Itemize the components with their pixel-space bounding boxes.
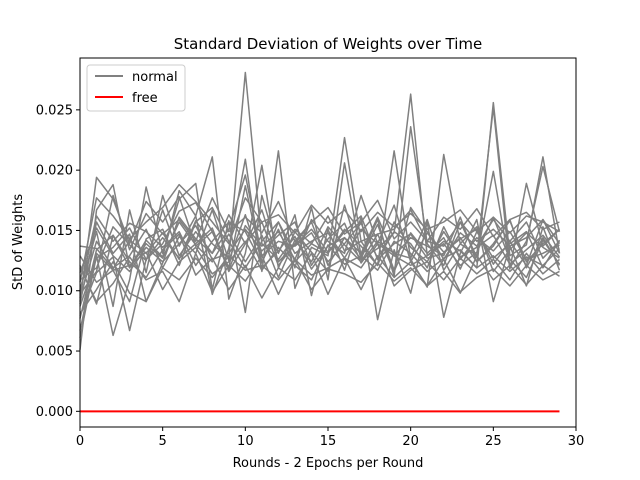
series-layer [79, 71, 561, 413]
y-axis-label: StD of Weights [11, 194, 26, 290]
y-tick-label: 0.000 [36, 405, 73, 420]
x-tick-label: 10 [237, 434, 254, 449]
series-line-normal-18 [79, 209, 561, 307]
y-axis: 0.000 0.005 0.010 0.015 0.020 0.025 [36, 103, 80, 420]
series-line-normal-16 [79, 233, 560, 319]
series-line-normal-17 [79, 218, 560, 273]
x-tick-label: 30 [568, 434, 585, 449]
x-axis-label: Rounds - 2 Epochs per Round [233, 456, 424, 471]
x-axis: 0 5 10 15 20 25 30 [76, 427, 584, 449]
y-tick-label: 0.020 [36, 164, 73, 179]
legend-label-free: free [132, 91, 158, 106]
legend-label-normal: normal [132, 70, 178, 85]
x-tick-label: 5 [159, 434, 167, 449]
y-tick-label: 0.010 [36, 284, 73, 299]
legend: normal free [86, 64, 186, 112]
series-line-normal-9 [79, 209, 561, 299]
x-tick-label: 25 [485, 434, 502, 449]
y-tick-label: 0.005 [36, 345, 73, 360]
x-tick-label: 0 [76, 434, 84, 449]
series-line-normal-20 [79, 194, 560, 295]
y-tick-label: 0.015 [36, 224, 73, 239]
y-tick-label: 0.025 [36, 103, 73, 118]
series-line-normal-19 [79, 240, 561, 291]
x-tick-label: 15 [320, 434, 337, 449]
chart-title: Standard Deviation of Weights over Time [174, 35, 483, 53]
x-tick-label: 20 [402, 434, 419, 449]
